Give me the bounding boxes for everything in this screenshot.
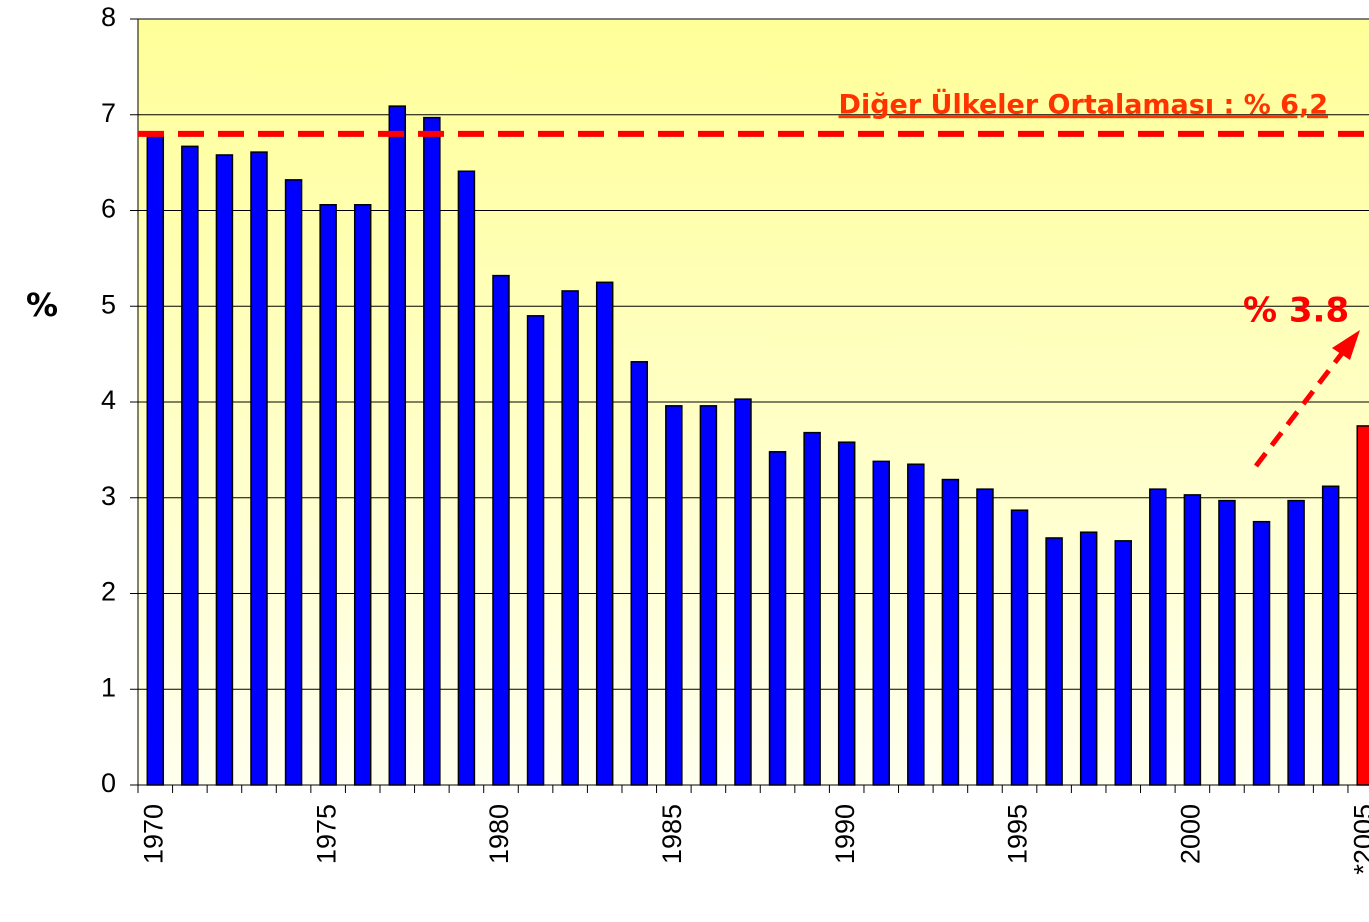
- bar: [595, 281, 614, 786]
- y-tick-label: 7: [101, 98, 116, 128]
- bar: [526, 315, 545, 786]
- bar: [941, 478, 960, 786]
- bar: [423, 116, 441, 786]
- bar: [250, 151, 268, 786]
- y-axis-label: %: [26, 286, 58, 324]
- y-tick-label: 3: [101, 481, 116, 511]
- bar: [1183, 494, 1202, 786]
- bar: [492, 274, 510, 786]
- y-tick-label: 6: [101, 194, 116, 224]
- x-tick-label: 1990: [830, 804, 860, 864]
- y-tick-label: 1: [101, 672, 116, 702]
- bar: [1114, 540, 1132, 786]
- x-tick-label: 1975: [311, 804, 341, 864]
- bar: [872, 460, 891, 786]
- bar: [1218, 499, 1236, 786]
- y-tick-label: 8: [101, 2, 116, 32]
- bar: [561, 290, 579, 786]
- bar: [1356, 425, 1369, 786]
- arrow: [1254, 350, 1345, 468]
- bar: [1010, 509, 1029, 786]
- y-tick-label: 0: [101, 768, 116, 798]
- annotation: % 3.8: [1243, 291, 1349, 331]
- bar: [699, 405, 718, 786]
- bar: [803, 431, 821, 786]
- arrow-head: [1332, 330, 1360, 360]
- bar: [1321, 485, 1340, 786]
- x-tick-label: *2005: [1348, 804, 1369, 875]
- bar: [353, 204, 372, 786]
- bar: [181, 145, 199, 786]
- bar: [907, 463, 925, 786]
- x-tick-label: 2000: [1176, 804, 1206, 864]
- bar: [319, 204, 337, 786]
- bar: [1079, 531, 1098, 786]
- x-tick-label: 1970: [138, 804, 168, 864]
- bar: [665, 405, 683, 786]
- bar: [976, 488, 994, 786]
- y-tick-label: 4: [101, 385, 116, 415]
- bar: [1149, 488, 1167, 786]
- bar: [146, 133, 165, 786]
- x-tick-label: 1980: [484, 804, 514, 864]
- bar: [284, 179, 303, 786]
- bar: [768, 451, 787, 786]
- reference-label: Diğer Ülkeler Ortalaması : % 6,2: [839, 88, 1328, 121]
- bar: [388, 105, 407, 786]
- bar: [215, 154, 234, 786]
- bar: [1045, 537, 1063, 786]
- x-tick-label: 1995: [1003, 804, 1033, 864]
- bar: [1252, 520, 1271, 786]
- bar: [734, 398, 752, 786]
- y-tick-label: 5: [101, 289, 116, 319]
- bar: [630, 361, 649, 786]
- x-tick-label: 1985: [657, 804, 687, 864]
- bar: [457, 170, 476, 786]
- bar: [837, 441, 856, 786]
- bar: [1287, 499, 1305, 786]
- y-tick-label: 2: [101, 577, 116, 607]
